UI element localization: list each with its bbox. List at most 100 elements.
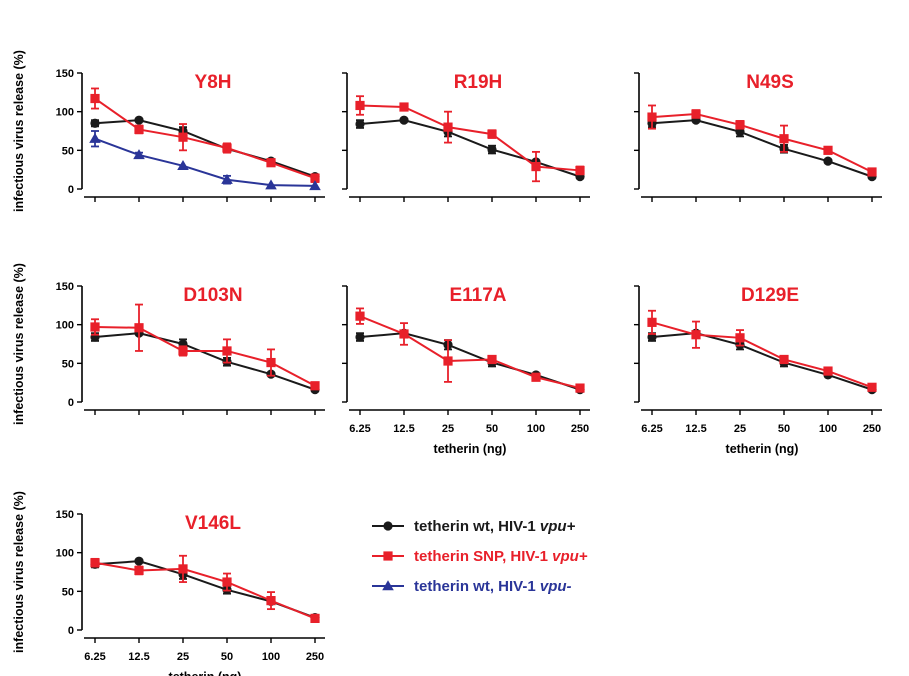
panel-d103n: 0 50 100 150 infectious virus release (%) D10… (12, 263, 325, 425)
x-tick-label: 250 (571, 423, 589, 435)
data-point (487, 144, 497, 155)
data-point (178, 346, 188, 356)
data-point (399, 115, 409, 125)
series-line (359, 119, 581, 178)
x-tick-label: 50 (778, 423, 790, 435)
legend-marker (383, 521, 393, 531)
x-tick-label: 12.5 (685, 423, 706, 435)
x-tick-label: 250 (306, 651, 324, 663)
data-point (266, 357, 276, 368)
data-point (647, 317, 657, 327)
legend-entry-wt_vpu_minus: tetherin wt, HIV-1 vpu- (372, 578, 572, 595)
data-point (355, 119, 365, 129)
panel-title: N49S (746, 72, 794, 93)
data-point (355, 311, 365, 321)
y-tick-label: 0 (68, 625, 74, 637)
series-wt_vpu_plus (355, 328, 585, 395)
series-line (94, 560, 316, 619)
series-snp_vpu_plus (355, 95, 585, 183)
series-line (651, 119, 873, 178)
data-point (90, 93, 100, 104)
data-point (134, 565, 144, 576)
panel-n49s: N49S (634, 72, 882, 202)
data-point (178, 564, 188, 574)
data-point (575, 383, 585, 393)
series-line (94, 137, 316, 187)
x-tick-label: 12.5 (393, 423, 414, 435)
data-point (266, 596, 276, 606)
x-tick-label: 50 (221, 651, 233, 663)
legend-label: tetherin SNP, HIV-1 vpu+ (414, 548, 588, 565)
y-tick-label: 100 (56, 107, 74, 119)
x-tick-label: 250 (863, 423, 881, 435)
data-point (823, 156, 833, 166)
panel-title: Y8H (195, 72, 232, 93)
data-point (134, 115, 144, 125)
data-point (134, 124, 144, 135)
series-snp_vpu_plus (90, 87, 320, 183)
data-point (779, 134, 789, 144)
x-tick-label: 6.25 (641, 423, 662, 435)
data-point (691, 109, 701, 119)
panel-v146l: 0 50 100 150 6.25 12.5 25 50 100 250 infectious vi… (12, 491, 325, 676)
data-point (867, 167, 877, 177)
x-axis-title: tetherin (ng) (726, 442, 799, 456)
panel-d129e: 6.25 12.5 25 50 100 250 tetherin (ng) D129E (634, 285, 882, 456)
data-point (355, 100, 365, 111)
data-point (222, 577, 232, 587)
data-point (867, 382, 877, 392)
panel-title: V146L (185, 513, 241, 534)
data-point (265, 179, 277, 190)
series-snp_vpu_plus (647, 104, 877, 177)
data-point (310, 173, 320, 183)
data-point (399, 329, 409, 339)
series-wt_vpu_plus (90, 115, 320, 182)
y-tick-label: 0 (68, 184, 74, 196)
data-point (178, 132, 188, 142)
panel-e117a: 6.25 12.5 25 50 100 250 tetherin (ng) E117A (342, 285, 590, 456)
series-line (651, 321, 873, 389)
y-tick-label: 150 (56, 509, 74, 521)
y-tick-label: 50 (62, 586, 74, 598)
panel-title: E117A (449, 285, 506, 306)
data-point (443, 356, 453, 366)
panel-y8h: 0 50 100 150 infectious virus release (%) Y8H (12, 50, 325, 212)
data-point (487, 354, 497, 365)
x-tick-label: 100 (262, 651, 280, 663)
data-point (823, 145, 833, 155)
x-tick-label: 100 (527, 423, 545, 435)
legend-marker (383, 551, 393, 561)
series-wt_vpu_plus (647, 328, 877, 395)
data-point (310, 613, 320, 623)
data-point (90, 118, 100, 128)
data-point (779, 354, 789, 365)
legend-label: tetherin wt, HIV-1 vpu- (414, 578, 572, 595)
legend: tetherin wt, HIV-1 vpu+ tetherin SNP, HIV… (372, 518, 588, 595)
series-wt_vpu_plus (647, 115, 877, 182)
data-point (134, 556, 144, 566)
data-point (221, 173, 233, 184)
series-line (651, 332, 873, 391)
data-point (575, 165, 585, 176)
data-point (487, 129, 497, 139)
x-tick-label: 6.25 (84, 651, 105, 663)
data-point (222, 346, 232, 356)
y-tick-label: 100 (56, 320, 74, 332)
series-line (94, 119, 316, 178)
series-line (651, 112, 873, 173)
panel-r19h: R19H (342, 72, 590, 202)
series-snp_vpu_plus (90, 554, 320, 623)
x-tick-label: 50 (486, 423, 498, 435)
y-axis-title: infectious virus release (%) (12, 263, 26, 425)
panel-title: D129E (741, 285, 799, 306)
data-point (531, 372, 541, 382)
legend-marker (382, 580, 394, 591)
y-tick-label: 100 (56, 548, 74, 560)
data-point (222, 143, 232, 153)
x-tick-label: 12.5 (128, 651, 149, 663)
y-axis-title: infectious virus release (%) (12, 50, 26, 212)
x-axis-title: tetherin (ng) (434, 442, 507, 456)
series-line (94, 325, 316, 387)
y-axis-title: infectious virus release (%) (12, 491, 26, 653)
